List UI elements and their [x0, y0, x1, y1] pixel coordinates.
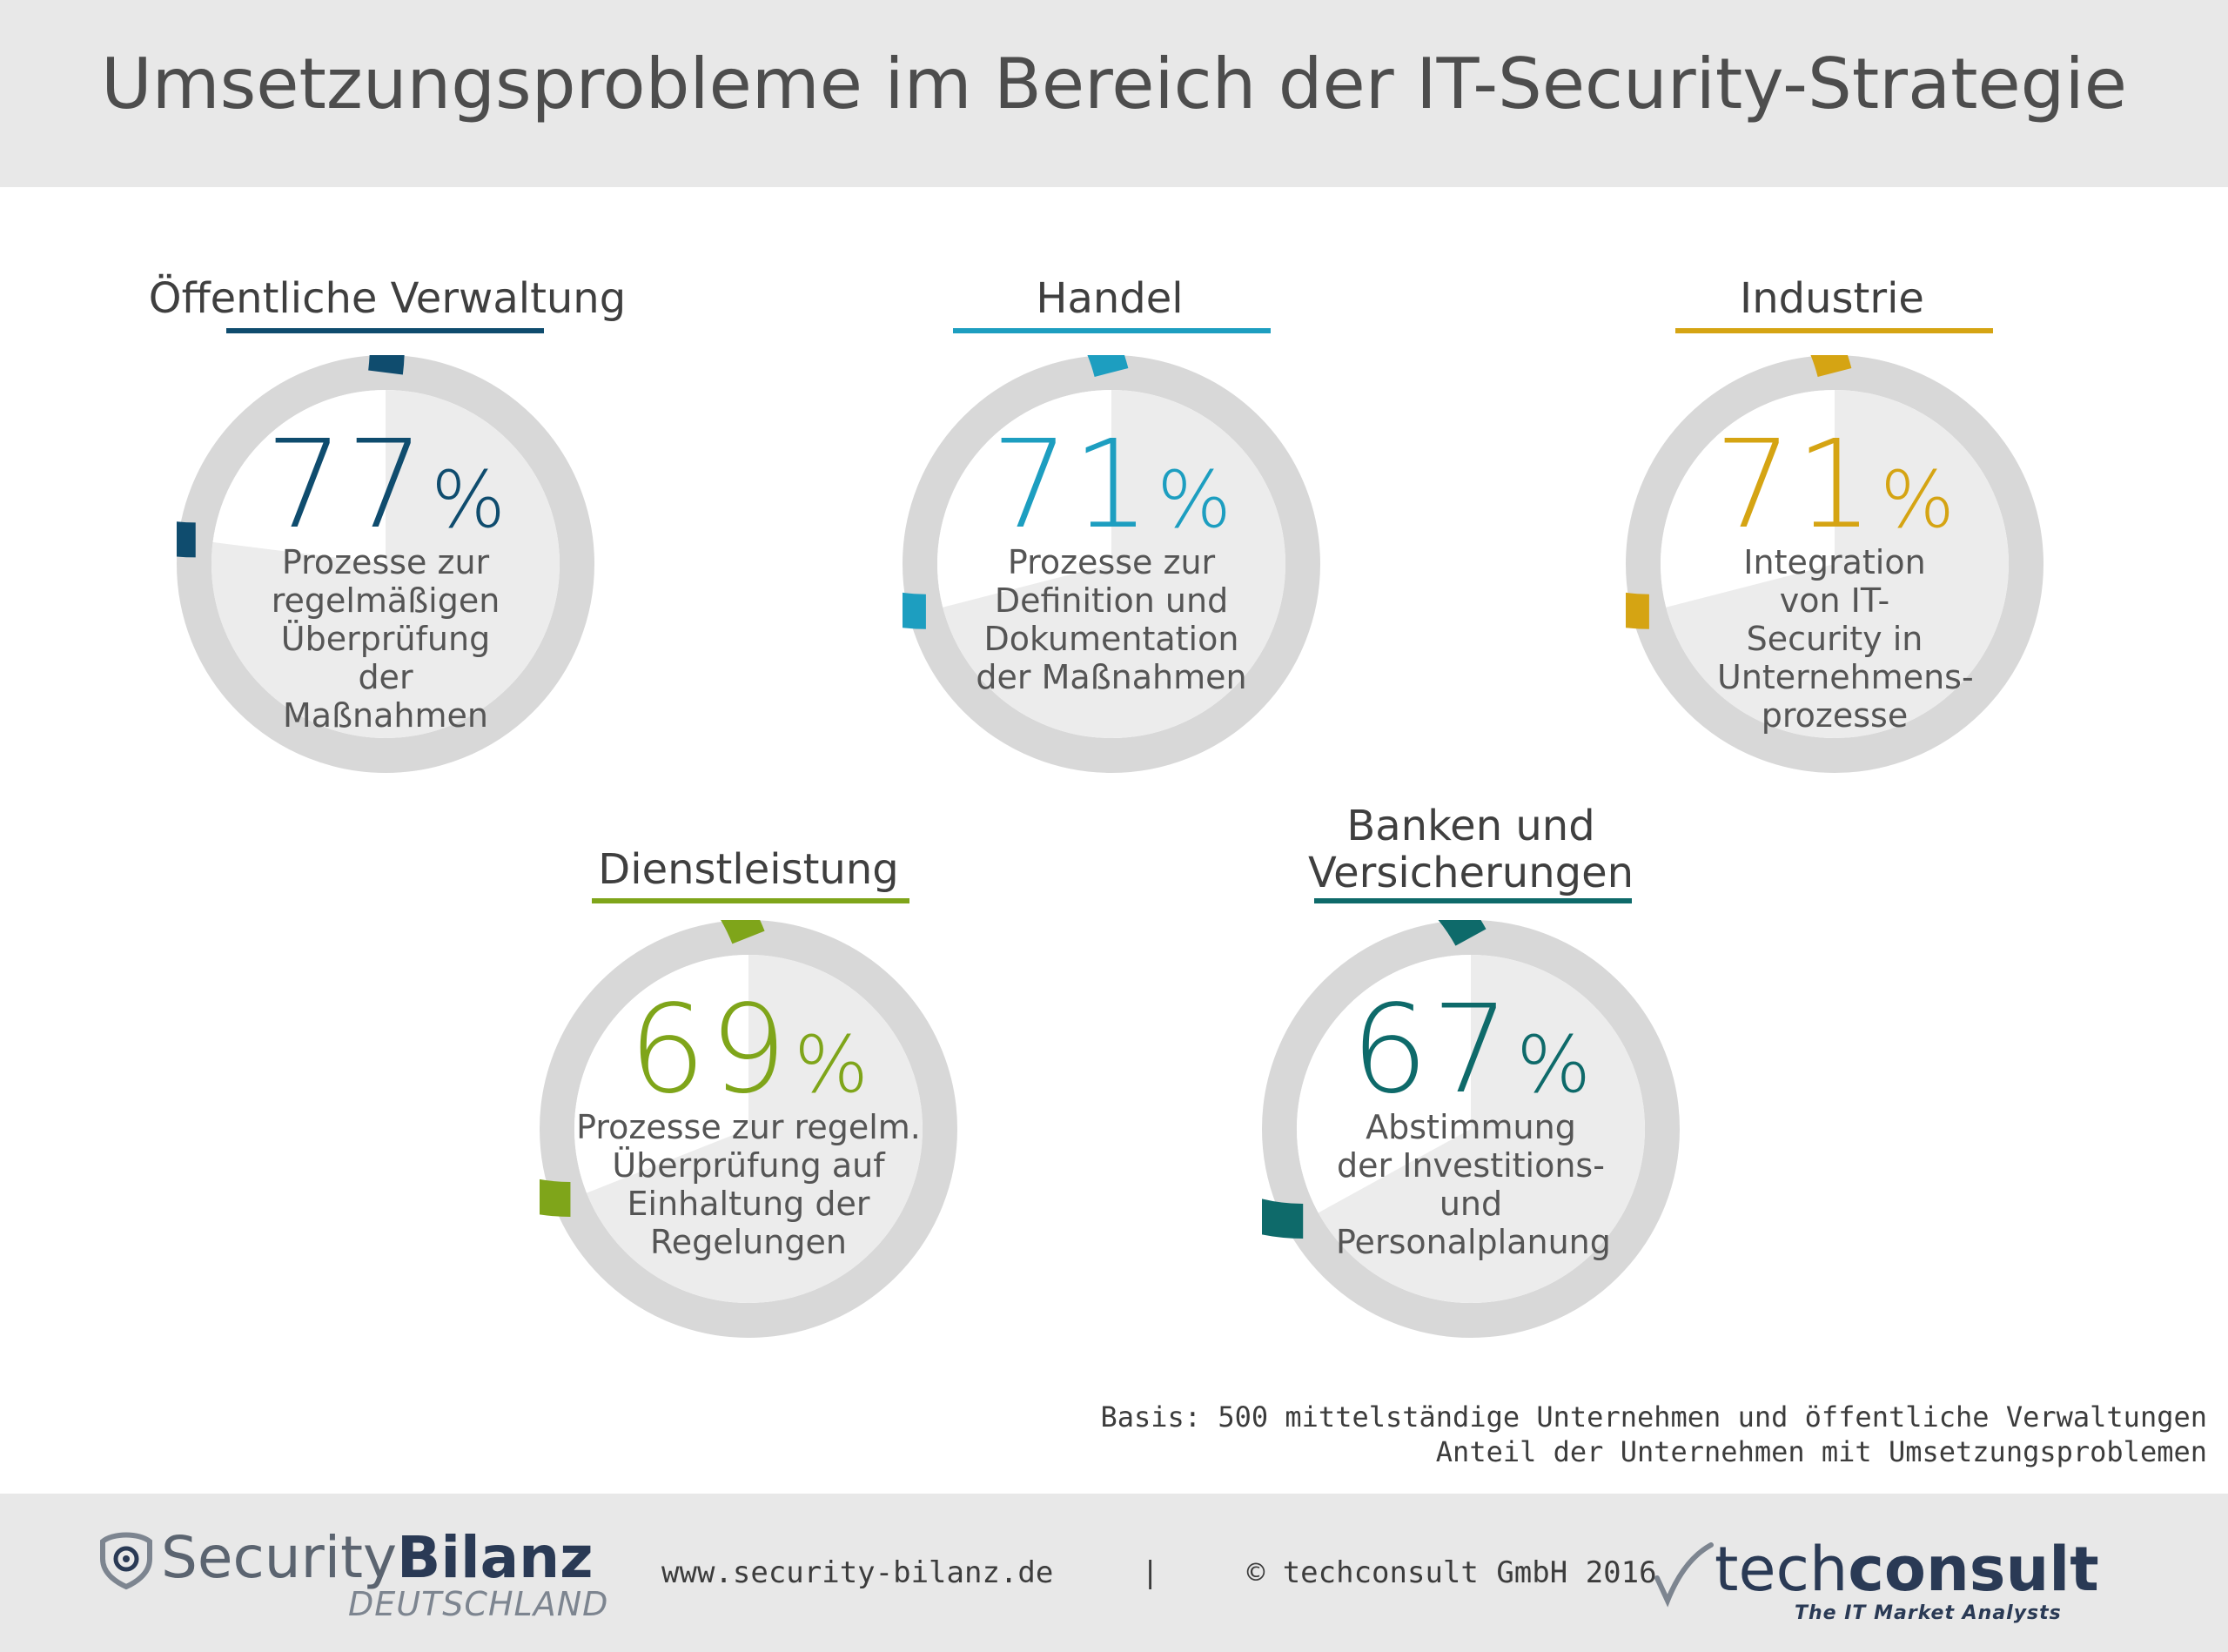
segment-underline-banken-und-versicherungen	[1314, 898, 1632, 903]
description-0: Prozesse zur regelmäßigen Überprüfung de…	[177, 543, 594, 735]
donut-industrie: 71% Integration von IT-Security in Unter…	[1626, 355, 2043, 773]
percentage-value-1: 71	[991, 414, 1154, 556]
footer-copyright: © techconsult GmbH 2016	[1246, 1555, 1657, 1590]
description-4: Abstimmung der Investitions- und Persona…	[1262, 1108, 1680, 1261]
basis-note: Basis: 500 mittelständige Unternehmen un…	[1100, 1400, 2207, 1469]
donut-svg-4	[1262, 920, 1680, 1338]
donut-svg-3	[540, 920, 957, 1338]
segment-label-banken-und-versicherungen: Banken und Versicherungen	[1307, 802, 1634, 897]
percentage-label-0: 77%	[177, 425, 594, 547]
description-text-2: Integration von IT-Security in Unternehm…	[1717, 543, 1974, 735]
description-3: Prozesse zur regelm. Überprüfung auf Ein…	[540, 1108, 957, 1261]
donut-remainder-wedge-3	[574, 955, 748, 1193]
checkmark-swoosh-icon	[1654, 1542, 1714, 1608]
donut-remainder-wedge-0	[212, 390, 386, 564]
logo-left-light: Security	[161, 1524, 398, 1591]
techconsult-tagline: The IT Market Analysts	[1795, 1602, 2062, 1624]
footer-separator: |	[1141, 1555, 1159, 1590]
description-text-3: Prozesse zur regelm. Überprüfung auf Ein…	[576, 1108, 921, 1261]
description-text-4: Abstimmung der Investitions- und Persona…	[1336, 1108, 1611, 1261]
basis-line-1: Basis: 500 mittelständige Unternehmen un…	[1100, 1400, 2207, 1434]
security-bilanz-subtitle: DEUTSCHLAND	[348, 1585, 609, 1623]
segment-underline-handel	[953, 328, 1271, 333]
segment-label-handel: Handel	[1036, 274, 1184, 323]
donut-oeffentliche-verwaltung: 77% Prozesse zur regelmäßigen Überprüfun…	[177, 355, 594, 773]
percent-sign-2: %	[1880, 454, 1955, 546]
percentage-value-2: 71	[1715, 414, 1877, 556]
percentage-value-3: 69	[628, 979, 791, 1121]
percentage-label-1: 71%	[903, 425, 1320, 547]
percent-sign-0: %	[431, 454, 506, 546]
footer-bar	[0, 1494, 2228, 1652]
percent-sign-1: %	[1157, 454, 1231, 546]
segment-label-dienstleistung: Dienstleistung	[598, 845, 899, 894]
security-bilanz-logo: SecurityBilanz DEUTSCHLAND	[96, 1528, 607, 1632]
page-title: Umsetzungsprobleme im Bereich der IT-Sec…	[101, 44, 2127, 124]
description-2: Integration von IT-Security in Unternehm…	[1626, 543, 2043, 735]
basis-line-2: Anteil der Unternehmen mit Umsetzungspro…	[1435, 1435, 2207, 1468]
security-bilanz-wordmark: SecurityBilanz	[161, 1528, 594, 1588]
logo-left-bold: Bilanz	[397, 1524, 594, 1591]
segment-underline-oeffentliche-verwaltung	[226, 328, 544, 333]
percentage-value-0: 77	[265, 414, 428, 556]
donut-svg-0	[177, 355, 594, 773]
shield-eye-icon	[100, 1532, 152, 1590]
description-text-1: Prozesse zur Definition und Dokumentatio…	[976, 543, 1247, 696]
logo-right-bold: consult	[1848, 1534, 2099, 1605]
percentage-label-2: 71%	[1626, 425, 2043, 547]
percentage-value-4: 67	[1351, 979, 1513, 1121]
techconsult-logo: techconsult The IT Market Analysts	[1654, 1536, 2106, 1632]
donut-remainder-wedge-1	[937, 390, 1111, 608]
techconsult-wordmark: techconsult	[1715, 1536, 2099, 1602]
header-bar: Umsetzungsprobleme im Bereich der IT-Sec…	[0, 0, 2228, 187]
donut-handel: 71% Prozesse zur Definition und Dokument…	[903, 355, 1320, 773]
donut-dienstleistung: 69% Prozesse zur regelm. Überprüfung auf…	[540, 920, 957, 1338]
donut-banken-und-versicherungen: 67% Abstimmung der Investitions- und Per…	[1262, 920, 1680, 1338]
donut-svg-2	[1626, 355, 2043, 773]
segment-label-oeffentliche-verwaltung: Öffentliche Verwaltung	[148, 274, 627, 323]
donut-remainder-wedge-4	[1297, 955, 1471, 1213]
description-1: Prozesse zur Definition und Dokumentatio…	[903, 543, 1320, 696]
segment-underline-dienstleistung	[592, 898, 909, 903]
description-text-0: Prozesse zur regelmäßigen Überprüfung de…	[271, 543, 500, 735]
logo-right-light: tech	[1715, 1534, 1849, 1605]
percent-sign-3: %	[794, 1019, 869, 1111]
percentage-label-4: 67%	[1262, 990, 1680, 1111]
percent-sign-4: %	[1516, 1019, 1591, 1111]
footer-text: www.security-bilanz.de | © techconsult G…	[661, 1555, 1657, 1590]
donut-remainder-wedge-2	[1661, 390, 1835, 608]
segment-label-industrie: Industrie	[1740, 274, 1924, 323]
segment-underline-industrie	[1675, 328, 1993, 333]
footer-url[interactable]: www.security-bilanz.de	[661, 1555, 1054, 1590]
donut-svg-1	[903, 355, 1320, 773]
percentage-label-3: 69%	[540, 990, 957, 1111]
